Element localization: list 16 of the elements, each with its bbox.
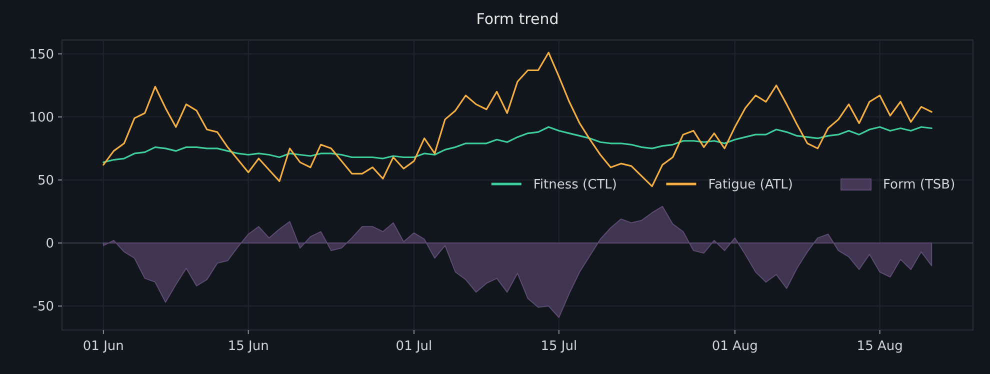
- legend-label: Fitness (CTL): [533, 178, 617, 193]
- chart-title: Form trend: [476, 10, 559, 28]
- x-tick-label: 15 Jul: [540, 339, 578, 354]
- x-tick-label: 15 Jun: [228, 339, 269, 354]
- x-tick-label: 01 Jun: [82, 339, 124, 354]
- legend-label: Fatigue (ATL): [708, 178, 793, 193]
- y-tick-label: 100: [29, 110, 54, 126]
- y-tick-label: -50: [32, 300, 54, 315]
- x-tick-label: 15 Aug: [856, 339, 903, 354]
- y-tick-label: 0: [46, 236, 54, 252]
- x-tick-label: 01 Aug: [712, 339, 758, 354]
- y-tick-label: 50: [37, 174, 54, 189]
- y-tick-label: 150: [29, 47, 54, 62]
- line-series: [102, 126, 932, 164]
- legend-label: Form (TSB): [883, 178, 956, 193]
- x-tick-label: 01 Jul: [396, 339, 432, 354]
